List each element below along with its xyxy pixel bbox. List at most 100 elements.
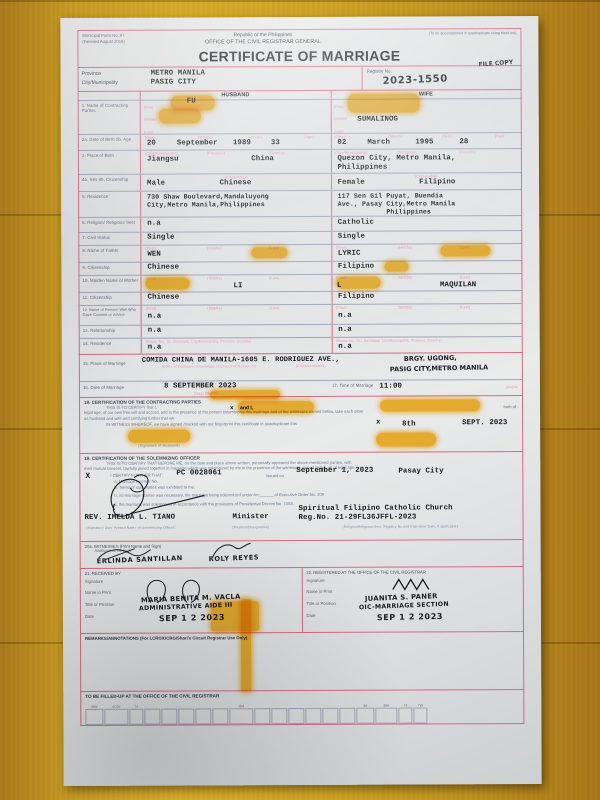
city-label: City/Municipality xyxy=(81,79,118,87)
officer-religion-line2: Reg.No. 21-29FL36JFFL-2023 xyxy=(298,513,417,522)
husband-age: 33 xyxy=(270,138,280,147)
field-row-mother: 10. Maiden Name of Mother (First)(Middle… xyxy=(79,273,522,293)
label-birthdate: 2a. Date of Birth 2b. Age xyxy=(78,134,141,151)
place-sub-left: (Office of Bethouse of Barangay of Churc… xyxy=(161,364,256,369)
label-father-citizenship: 9. Citizenship xyxy=(79,262,142,275)
wife-consent-residence: n.a xyxy=(338,342,352,351)
label-date-of-marriage: 16. Date of Marriage xyxy=(82,384,125,390)
remarks-block: REMARKS/ANNOTATIONS (For LCRO/OCRG/Shari… xyxy=(80,598,525,692)
time-sub: am/pm xyxy=(505,384,518,389)
wife-birth-month: March xyxy=(367,138,391,147)
redaction-wife-father-citizenship xyxy=(383,261,408,272)
received-signature xyxy=(146,579,200,603)
issued-on-label: issued on xyxy=(266,472,284,478)
office-line: OFFICE OF THE CIVIL REGISTRAR GENERAL xyxy=(204,38,321,46)
cert-parties-line4: IN WITNESS WHEREOF, we have signed /mark… xyxy=(106,421,297,427)
husband-civil-status: Single xyxy=(147,233,175,242)
husband-mother-last: LI xyxy=(233,281,243,290)
officer-signature xyxy=(110,474,205,517)
field-row-residence: 5. Residence 730 Shaw Boulevard,Mandaluy… xyxy=(79,189,522,218)
redaction-husband-father xyxy=(251,246,288,258)
officer-religion-sublabel: (Religion/Religious Sect, Registry No.an… xyxy=(342,523,458,529)
marriage-certificate-paper: Municipal Form No. 97 (Revised August 20… xyxy=(60,15,542,787)
officer-name-sublabel: (Signature Over Printed Name of Solemniz… xyxy=(86,525,176,530)
parties-table: HUSBAND WIFE 1. Name of Contracting Part… xyxy=(77,89,523,355)
form-revision: (Revised August 2016) xyxy=(82,38,125,44)
wife-relationship: n.a xyxy=(338,325,352,334)
label-time-of-marriage: 17. Time of Marriage xyxy=(331,382,374,388)
husband-mother-citizenship: Chinese xyxy=(147,293,180,302)
officer-religion-line1: Spiritual Filipino Catholic Church xyxy=(298,503,453,513)
place-of-marriage-city: PASIG CITY,METRO MANILA xyxy=(389,362,489,374)
redaction-wife-father xyxy=(439,244,490,257)
field-row-birthdate: 2a. Date of Birth 2b. Age (Day) (Month) (Y… xyxy=(78,132,521,152)
redaction-husband-name-2 xyxy=(158,107,201,124)
redaction-cert-sig-1 xyxy=(128,429,191,443)
wife-civil-status: Single xyxy=(337,232,366,241)
label-relationship: 13. Relationship xyxy=(79,325,142,338)
redaction-cert-name-1 xyxy=(237,400,315,413)
license-issued-date: September 1, 2023 xyxy=(296,466,374,475)
label-religion: 6. Religion/ Religious Sect xyxy=(79,217,142,232)
certification-parties-block: 18. CERTIFICATION OF THE CONTRACTING PAR… xyxy=(78,395,524,454)
redaction-date-line xyxy=(209,389,280,400)
husband-sex-citizenship: Male Chinese xyxy=(147,179,252,188)
label-mother: 10. Maiden Name of Mother xyxy=(79,275,142,292)
wife-birthplace: Quezon City, Metro Manila, Philippines xyxy=(337,154,456,172)
cert-parties-month: SEPT. 2023 xyxy=(462,418,508,427)
witnesses-block: 20a. WITNESSES (Print Name and Sign) Add… xyxy=(79,539,524,569)
wife-mother-last: MAQUILAN xyxy=(439,280,477,290)
husband-birth-month: September xyxy=(176,138,218,148)
page-title: CERTIFICATE OF MARRIAGE xyxy=(198,47,401,65)
signature-husband-label: (Signature of Husband) xyxy=(138,443,180,448)
wife-sex-citizenship: Female Filipino xyxy=(337,178,456,187)
field-row-father: 8. Name of Father (First)(Middle)(Last) … xyxy=(79,243,522,263)
husband-relationship: n.a xyxy=(147,326,162,335)
wife-religion: Catholic xyxy=(337,218,375,227)
field-row-birthplace: 3. Place of Birth (City/Municipality) (Pr… xyxy=(78,149,522,176)
label-birthplace: 3. Place of Birth xyxy=(78,150,142,175)
place-sub-right: (City/Municipality) xyxy=(295,364,326,369)
redaction-remarks-stripe xyxy=(240,598,252,691)
wife-father-name: LYRIC xyxy=(337,249,361,258)
husband-religion: n.a xyxy=(147,219,161,228)
footer-code-boxes: 4M# 4O2# 7# OM 8# 80# 7# 7W xyxy=(85,703,519,725)
redaction-cert-name-2 xyxy=(379,398,481,412)
husband-birthplace: Jiangsu China xyxy=(146,155,274,164)
label-mother-citizenship: 11. Citizenship xyxy=(79,292,142,305)
husband-father-citizenship: Chinese xyxy=(147,263,180,272)
label-sex-citizenship: 4a. Sex 4b. Citizenship xyxy=(79,174,142,191)
label-consent: 12. Name of Person/ Wali Who Gave Consen… xyxy=(79,305,142,325)
wife-last-name: SUMALINOG xyxy=(357,115,399,124)
form-number: Municipal Form No. 97 xyxy=(82,32,125,38)
husband-birth-year: 1989 xyxy=(232,138,252,147)
label-civil-status: 7. Civil Status xyxy=(79,232,142,245)
marriage-details-block: 15. Place of Marriage COMIDA CHINA DE MA… xyxy=(78,352,523,400)
wife-consent-name: n.a xyxy=(338,311,352,320)
husband-residence-sublabel: (House No., St., Barangay, City/Municipa… xyxy=(145,338,252,344)
received-registered-block: 21. RECEIVED BY Signature Name in Print … xyxy=(79,566,525,634)
label-consent-residence: 14. Residence xyxy=(79,338,142,354)
officer-position: Minister xyxy=(232,512,269,521)
cert-parties-x2: x xyxy=(376,418,381,427)
place-of-marriage-barangay: BRGY. UGONG, xyxy=(403,353,457,363)
wife-residence: 117 Sen Gil Puyat, Buendia Ave., Pasay C… xyxy=(337,192,456,216)
redaction-received xyxy=(210,600,260,632)
husband-consent-residence: n.a xyxy=(147,343,162,352)
footer-heading: TO BE FILLED-UP AT THE OFFICE OF THE CIV… xyxy=(85,692,220,699)
husband-father-name: WEN xyxy=(147,250,161,259)
field-row-name: 1. Name of Contracting Parties (First) (M… xyxy=(78,93,521,135)
field-row-consent: 12. Name of Person/ Wali Who Gave Consen… xyxy=(79,303,522,326)
label-name: 1. Name of Contracting Parties xyxy=(78,100,141,134)
label-father: 8. Name of Father xyxy=(79,245,142,262)
cert-parties-day: 8th xyxy=(402,420,416,429)
witness-signature-1 xyxy=(98,547,151,560)
cert-parties-bothof: both of xyxy=(503,403,517,409)
quadruplicate-note: (To be accomplished in quadruplicate usi… xyxy=(429,31,517,36)
city-value: PASIG CITY xyxy=(150,78,196,87)
cert-officer-x: X xyxy=(85,471,91,481)
wife-mother-citizenship: Filipino xyxy=(338,292,375,301)
registered-signature xyxy=(391,577,429,591)
certification-officer-block: 19. CERTIFICATION OF THE SOLEMNIZING OFF… xyxy=(79,451,524,542)
redaction-husband-mother xyxy=(145,277,190,290)
